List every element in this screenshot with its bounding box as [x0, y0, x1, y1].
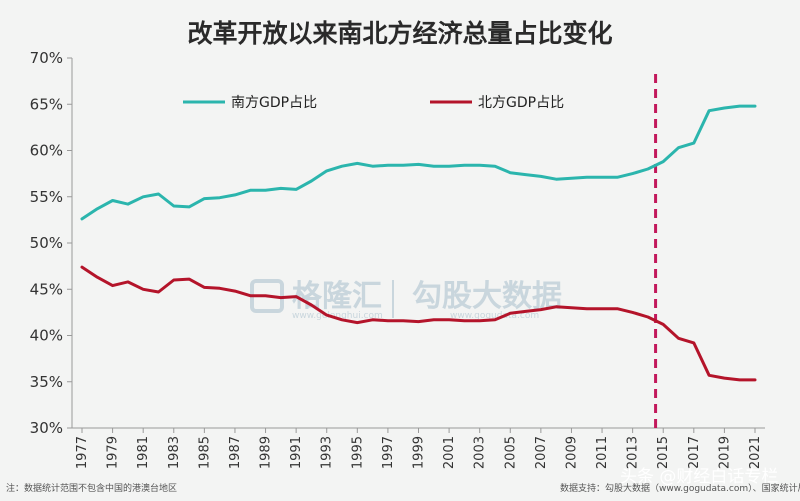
footnote-right: 数据支持：勾股大数据（www.gogudata.com）、国家统计局	[560, 482, 800, 494]
x-tick-label: 1999	[412, 436, 427, 469]
y-tick-label: 50%	[30, 234, 63, 252]
x-tick-label: 2001	[442, 436, 457, 469]
y-axis-ticks: 30% 35% 40% 45% 50% 55% 60% 65% 70%	[30, 49, 72, 437]
series-line-south	[80, 104, 757, 221]
chart-title: 改革开放以来南北方经济总量占比变化	[187, 19, 612, 48]
y-tick-label: 65%	[30, 95, 63, 113]
watermark-data: 勾股大数据	[412, 279, 562, 314]
footnote-left: 注：数据统计范围不包含中国的港澳台地区	[6, 482, 177, 494]
y-tick-label: 30%	[30, 419, 63, 437]
series-line-north	[80, 265, 757, 382]
legend-label: 南方GDP占比	[231, 95, 317, 111]
x-tick-label: 2015	[656, 436, 671, 469]
x-tick-label: 2011	[595, 436, 610, 469]
y-tick-label: 70%	[30, 49, 63, 67]
x-tick-label: 1991	[289, 436, 304, 469]
x-tick-label: 1997	[381, 436, 396, 469]
x-tick-label: 2005	[503, 436, 518, 469]
overlay-watermark: 头条 @财经白话专栏	[620, 467, 778, 487]
x-tick-label: 2019	[717, 436, 732, 469]
x-tick-label: 1995	[350, 436, 365, 469]
watermark-group: 格隆汇 www.gelonghui.com 勾股大数据 www.gogudata…	[250, 279, 562, 321]
watermark-brand: 格隆汇	[292, 279, 382, 314]
series-group	[80, 104, 757, 382]
x-tick-label: 1985	[197, 436, 212, 469]
y-tick-label: 60%	[30, 142, 63, 160]
x-tick-label: 2009	[564, 436, 579, 469]
y-tick-label: 55%	[30, 188, 63, 206]
x-tick-label: 1979	[106, 436, 121, 469]
x-tick-label: 1983	[167, 436, 182, 469]
x-tick-label: 2017	[687, 436, 702, 469]
x-axis-ticks: 1977 1979 1981 1983 1985 1987 1989 1991 1993 1995…	[75, 428, 763, 469]
x-tick-label: 1993	[320, 436, 335, 469]
watermark-data-url: www.gogudata.com	[450, 311, 539, 321]
legend-label: 北方GDP占比	[478, 95, 564, 111]
axes	[71, 58, 765, 429]
x-tick-label: 2021	[748, 436, 763, 469]
y-tick-label: 35%	[30, 373, 63, 391]
legend: 南方GDP占比 北方GDP占比	[183, 95, 564, 111]
x-tick-label: 2013	[626, 436, 641, 469]
x-tick-label: 2007	[534, 436, 549, 469]
y-tick-label: 45%	[30, 280, 63, 298]
watermark-brand-url: www.gelonghui.com	[292, 311, 383, 321]
x-tick-label: 2003	[473, 436, 488, 469]
y-tick-label: 40%	[30, 327, 63, 345]
x-tick-label: 1981	[136, 436, 151, 469]
x-tick-label: 1989	[259, 436, 274, 469]
x-tick-label: 1977	[75, 436, 90, 469]
x-tick-label: 1987	[228, 436, 243, 469]
